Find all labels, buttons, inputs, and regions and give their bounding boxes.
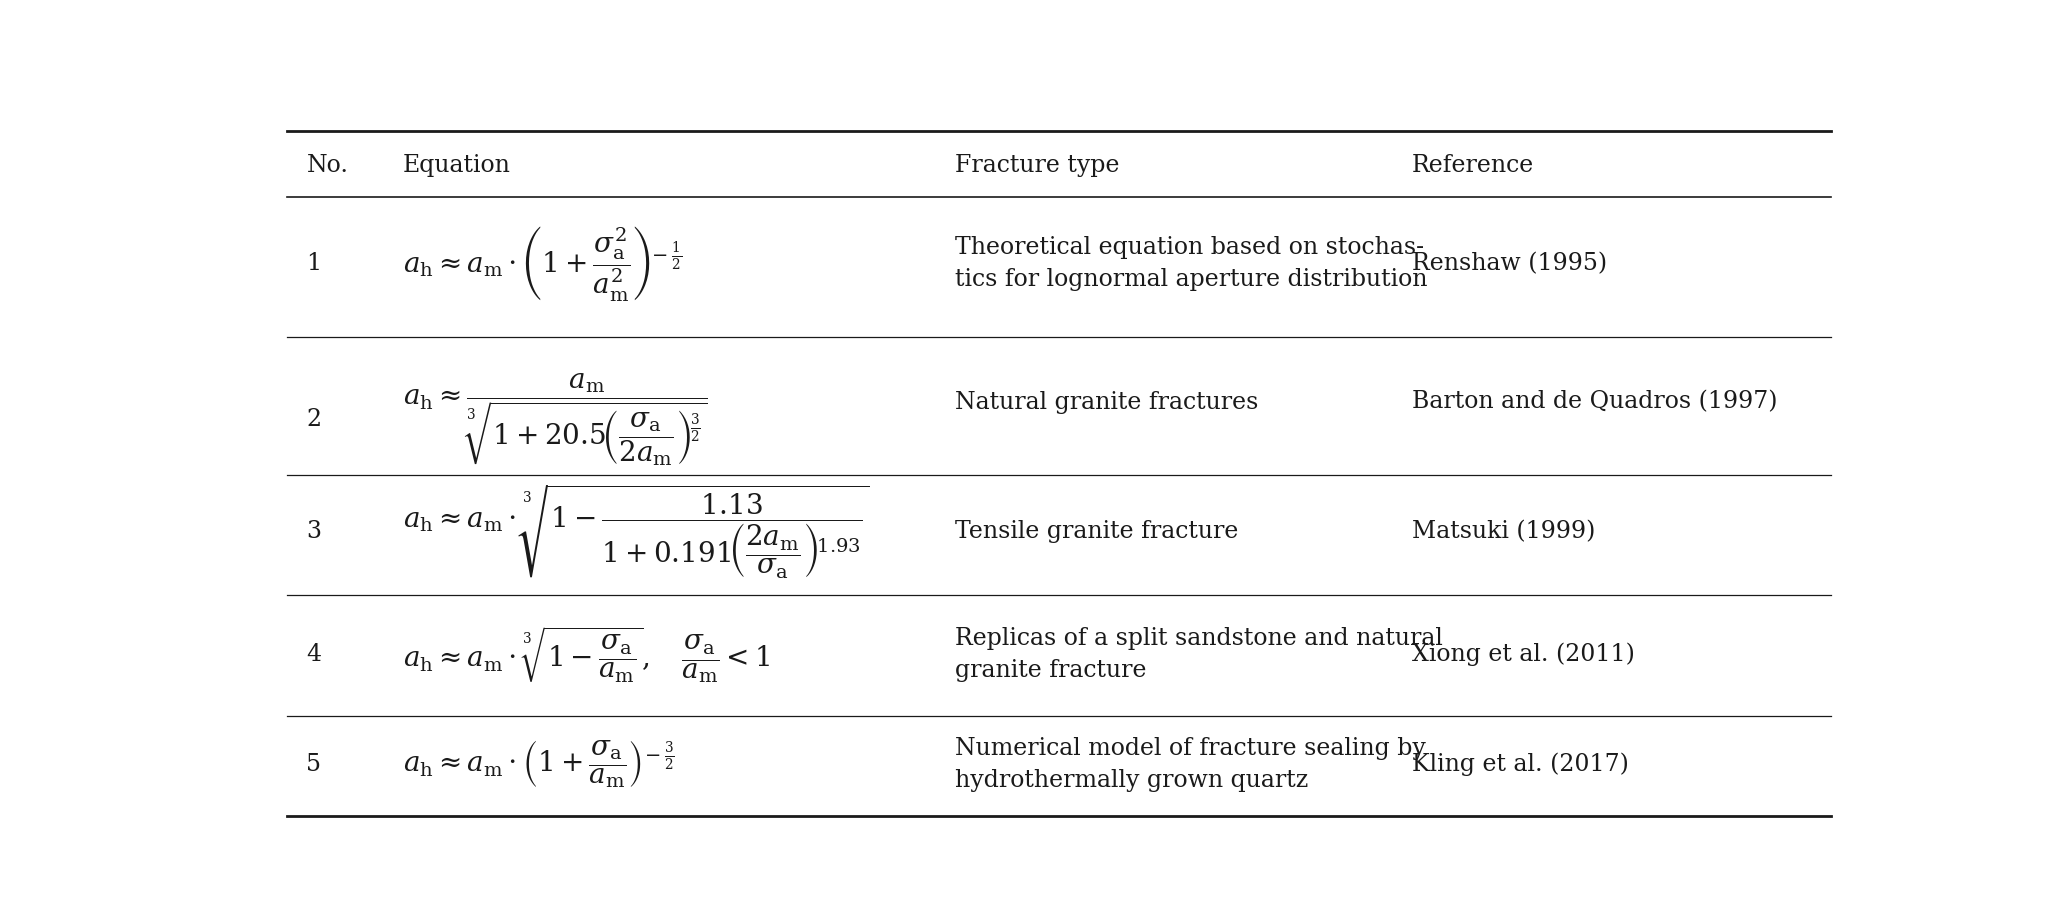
Text: Natural granite fractures: Natural granite fractures	[955, 390, 1259, 414]
Text: 5: 5	[306, 753, 322, 776]
Text: Reference: Reference	[1412, 154, 1534, 177]
Text: Xiong et al. (2011): Xiong et al. (2011)	[1412, 642, 1635, 666]
Text: Numerical model of fracture sealing by
hydrothermally grown quartz: Numerical model of fracture sealing by h…	[955, 737, 1426, 792]
Text: Kling et al. (2017): Kling et al. (2017)	[1412, 753, 1629, 776]
Text: $a_{\mathrm{h}} \approx a_{\mathrm{m}} \cdot \sqrt[3]{1 - \dfrac{1.13}{1+0.191\!: $a_{\mathrm{h}} \approx a_{\mathrm{m}} \…	[403, 483, 868, 581]
Text: $a_{\mathrm{h}} \approx a_{\mathrm{m}} \cdot \sqrt[3]{1 - \dfrac{\sigma_{\mathrm: $a_{\mathrm{h}} \approx a_{\mathrm{m}} \…	[403, 624, 769, 685]
Text: Theoretical equation based on stochas-
tics for lognormal aperture distribution: Theoretical equation based on stochas- t…	[955, 236, 1428, 291]
Text: $a_{\mathrm{h}} \approx a_{\mathrm{m}} \cdot \left(1 + \dfrac{\sigma_{\mathrm{a}: $a_{\mathrm{h}} \approx a_{\mathrm{m}} \…	[403, 224, 682, 303]
Text: Matsuki (1999): Matsuki (1999)	[1412, 520, 1596, 543]
Text: Tensile granite fracture: Tensile granite fracture	[955, 520, 1238, 543]
Text: 1: 1	[306, 252, 322, 275]
Text: Fracture type: Fracture type	[955, 154, 1120, 177]
Text: Replicas of a split sandstone and natural
granite fracture: Replicas of a split sandstone and natura…	[955, 627, 1443, 682]
Text: $a_{\mathrm{h}} \approx a_{\mathrm{m}} \cdot \left(1 + \dfrac{\sigma_{\mathrm{a}: $a_{\mathrm{h}} \approx a_{\mathrm{m}} \…	[403, 738, 674, 790]
Text: $a_{\mathrm{h}} \approx \dfrac{a_{\mathrm{m}}}{\sqrt[3]{1+20.5\!\left(\dfrac{\si: $a_{\mathrm{h}} \approx \dfrac{a_{\mathr…	[403, 371, 707, 468]
Text: 3: 3	[306, 520, 322, 543]
Text: Renshaw (1995): Renshaw (1995)	[1412, 252, 1606, 275]
Text: Barton and de Quadros (1997): Barton and de Quadros (1997)	[1412, 390, 1778, 414]
Text: No.: No.	[306, 154, 349, 177]
Text: Equation: Equation	[403, 154, 511, 177]
Text: 4: 4	[306, 643, 322, 666]
Text: 2: 2	[306, 408, 322, 431]
